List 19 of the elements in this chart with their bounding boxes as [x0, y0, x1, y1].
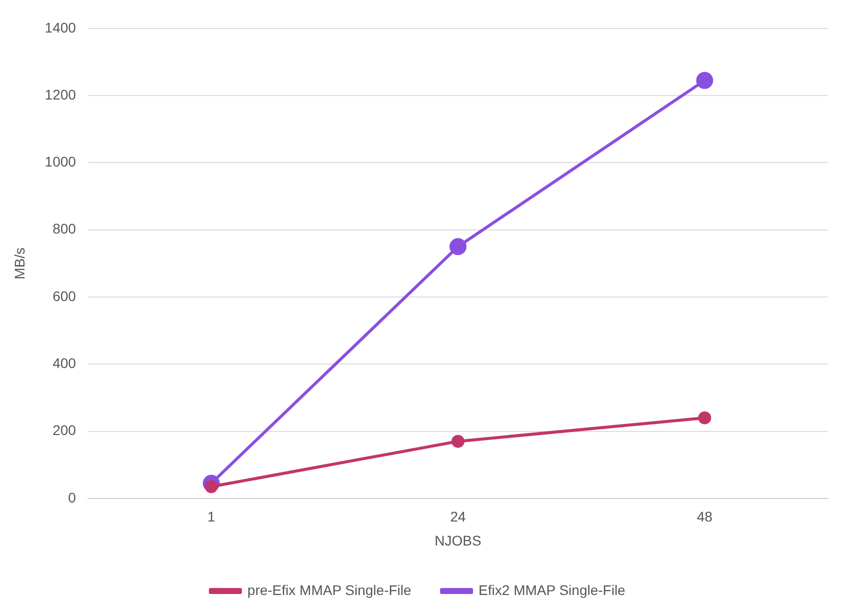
y-tick-label: 1400	[44, 19, 76, 36]
y-tick-label: 0	[68, 489, 76, 506]
y-tick-label: 1000	[44, 154, 76, 170]
y-tick-label: 1200	[44, 86, 76, 102]
y-tick-label: 200	[52, 422, 76, 438]
x-tick-label: 48	[696, 508, 713, 525]
point	[449, 238, 466, 256]
x-tick-label: 1	[207, 508, 216, 525]
x-axis-title: NJOBS	[434, 532, 482, 548]
legend-label: pre-Efix MMAP Single-File	[247, 582, 412, 598]
y-tick-label: 800	[52, 220, 76, 237]
point	[696, 72, 714, 89]
y-tick-label: 400	[52, 354, 76, 371]
point	[698, 411, 712, 424]
x-tick-label: 24	[450, 508, 466, 525]
y-axis-title: MB/s	[11, 247, 28, 280]
point	[451, 434, 464, 448]
legend-label: Efix2 MMAP Single-File	[478, 582, 626, 598]
y-tick-label: 600	[52, 288, 76, 304]
